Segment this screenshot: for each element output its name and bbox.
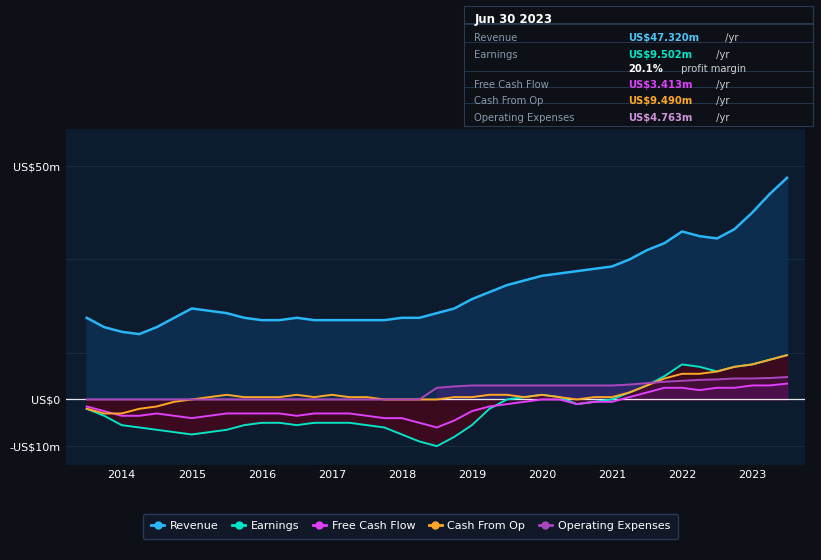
Text: US$4.763m: US$4.763m	[628, 113, 692, 123]
Text: Cash From Op: Cash From Op	[475, 96, 544, 106]
Text: /yr: /yr	[713, 50, 730, 60]
Text: /yr: /yr	[722, 33, 739, 43]
Text: Earnings: Earnings	[475, 50, 518, 60]
Text: US$9.490m: US$9.490m	[628, 96, 692, 106]
Text: Operating Expenses: Operating Expenses	[475, 113, 575, 123]
Text: 20.1%: 20.1%	[628, 64, 663, 74]
Text: Free Cash Flow: Free Cash Flow	[475, 80, 549, 90]
Legend: Revenue, Earnings, Free Cash Flow, Cash From Op, Operating Expenses: Revenue, Earnings, Free Cash Flow, Cash …	[144, 514, 677, 539]
Text: Revenue: Revenue	[475, 33, 518, 43]
Text: profit margin: profit margin	[678, 64, 746, 74]
Text: US$9.502m: US$9.502m	[628, 50, 692, 60]
Text: US$3.413m: US$3.413m	[628, 80, 692, 90]
Text: /yr: /yr	[713, 96, 730, 106]
Text: US$47.320m: US$47.320m	[628, 33, 699, 43]
Text: /yr: /yr	[713, 113, 730, 123]
Text: /yr: /yr	[713, 80, 730, 90]
Text: Jun 30 2023: Jun 30 2023	[475, 13, 553, 26]
